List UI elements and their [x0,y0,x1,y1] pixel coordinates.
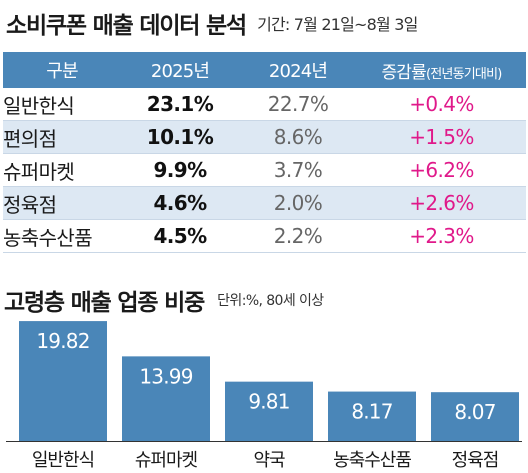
row-value-2024: 22.7% [239,88,357,121]
bar-4 [328,391,416,441]
row-value-2024: 2.0% [239,186,357,220]
row-category: 농축수산품 [3,219,121,253]
row-category: 편의점 [3,120,121,154]
row-change: +2.6% [357,186,526,220]
page-title: 소비쿠폰 매출 데이터 분석 [6,13,247,39]
row-change: +0.4% [357,88,526,121]
bar-category-label: 약국 [253,450,285,471]
row-value-2025: 4.5% [121,219,239,253]
row-value-2024: 2.2% [239,219,357,253]
row-value-2024: 8.6% [239,120,357,154]
table-row: 슈퍼마켓 9.9% 3.7% +6.2% [3,153,526,187]
bar-chart: 19.82 일반한식 13.99 슈퍼마켓 9.81 약국 8.17 농축수산품 8.07 정육점 [6,321,522,471]
bar-category-label: 농축수산품 [333,450,411,471]
col-header-change-label: 증감률 [381,62,426,83]
bar-5 [431,392,519,441]
bar-value-label: 19.82 [36,329,89,353]
table-header-row: 구분 2025년 2024년 증감률(전년동기대비) [3,52,526,88]
header: 소비쿠폰 매출 데이터 분석 기간: 7월 21일~8월 3일 [6,6,526,46]
sales-table: 구분 2025년 2024년 증감률(전년동기대비) 일반한식 23.1% 22… [3,52,526,253]
bar-1 [19,321,107,441]
bar-value-label: 8.17 [351,400,392,424]
row-value-2025: 4.6% [121,186,239,220]
row-category: 일반한식 [3,88,121,121]
row-category: 정육점 [3,186,121,220]
col-header-change: 증감률(전년동기대비) [357,52,526,88]
row-value-2025: 9.9% [121,153,239,187]
chart-title: 고령층 매출 업종 비중 [4,290,205,316]
table-row: 정육점 4.6% 2.0% +2.6% [3,186,526,220]
col-header-change-note: (전년동기대비) [426,66,502,82]
row-value-2025: 23.1% [121,88,239,121]
table-row: 일반한식 23.1% 22.7% +0.4% [3,88,526,121]
row-change: +2.3% [357,219,526,253]
table-row: 농축수산품 4.5% 2.2% +2.3% [3,219,526,253]
row-value-2024: 3.7% [239,153,357,187]
col-header-category: 구분 [3,52,121,88]
col-header-2024: 2024년 [239,52,357,88]
bar-value-label: 9.81 [248,390,289,414]
bar-category-label: 정육점 [452,450,499,471]
bar-3 [225,381,313,441]
col-header-2025: 2025년 [121,52,239,88]
bar-category-label: 슈퍼마켓 [135,450,198,471]
row-change: +6.2% [357,153,526,187]
row-category: 슈퍼마켓 [3,153,121,187]
row-change: +1.5% [357,120,526,154]
chart-header: 고령층 매출 업종 비중 단위:%, 80세 이상 [4,283,324,317]
bar-2 [122,356,210,441]
bar-value-label: 8.07 [454,400,495,424]
period-label: 기간: 7월 21일~8월 3일 [257,15,418,34]
chart-unit-label: 단위:%, 80세 이상 [217,293,324,309]
bar-value-label: 13.99 [139,364,192,388]
table-row: 편의점 10.1% 8.6% +1.5% [3,120,526,154]
row-value-2025: 10.1% [121,120,239,154]
bar-category-label: 일반한식 [32,450,94,471]
